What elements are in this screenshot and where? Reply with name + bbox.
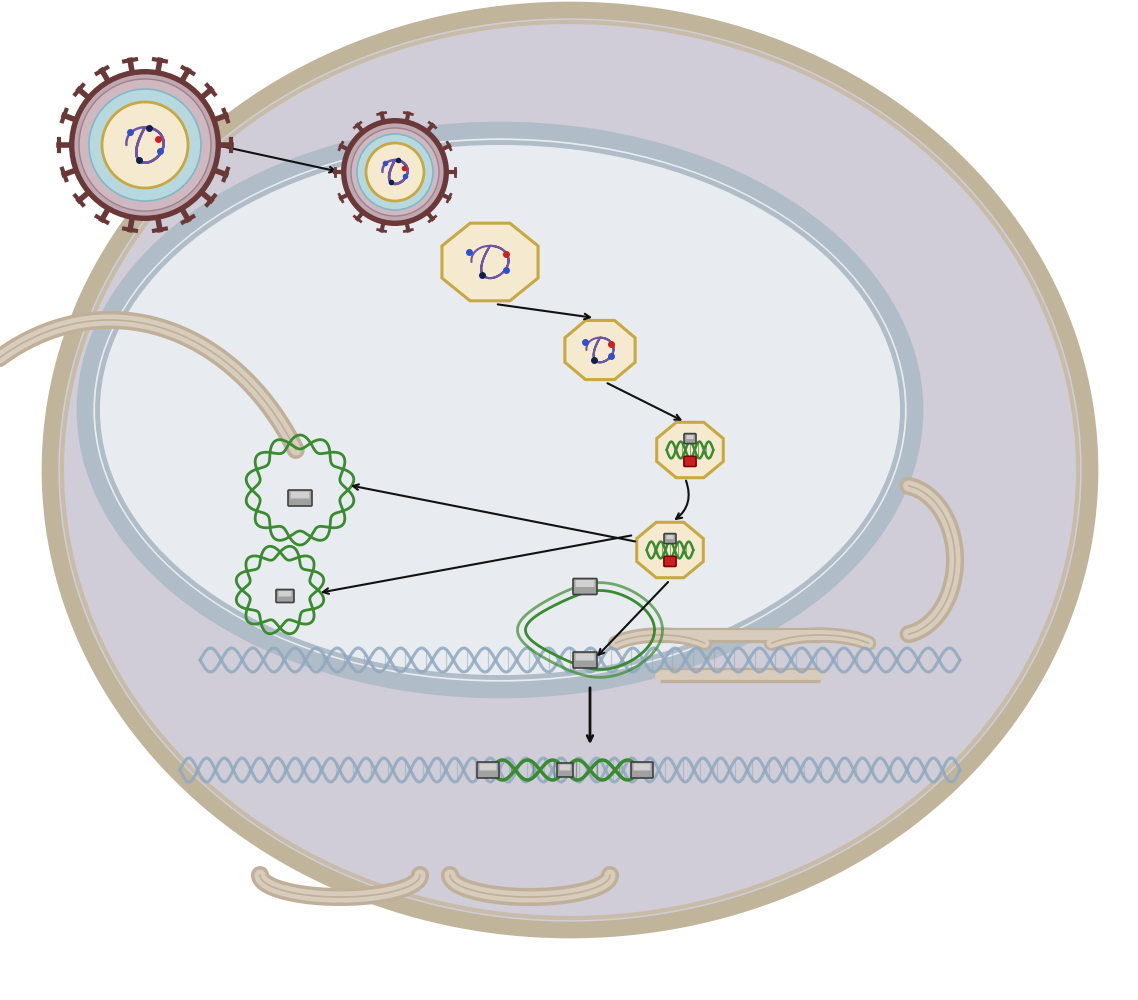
Circle shape: [102, 102, 188, 188]
FancyBboxPatch shape: [277, 589, 294, 602]
Polygon shape: [637, 522, 703, 578]
Polygon shape: [50, 10, 1090, 930]
FancyBboxPatch shape: [634, 764, 651, 770]
FancyBboxPatch shape: [560, 764, 570, 770]
FancyBboxPatch shape: [288, 490, 312, 506]
FancyBboxPatch shape: [290, 491, 310, 498]
FancyBboxPatch shape: [684, 456, 696, 466]
FancyBboxPatch shape: [556, 763, 574, 777]
FancyBboxPatch shape: [667, 535, 674, 539]
FancyBboxPatch shape: [279, 591, 291, 596]
Polygon shape: [657, 422, 724, 478]
FancyBboxPatch shape: [479, 764, 496, 770]
FancyBboxPatch shape: [667, 558, 674, 562]
FancyBboxPatch shape: [686, 435, 693, 439]
Polygon shape: [442, 223, 538, 301]
FancyBboxPatch shape: [576, 580, 594, 587]
FancyBboxPatch shape: [686, 458, 693, 462]
FancyBboxPatch shape: [663, 534, 676, 544]
Circle shape: [366, 143, 424, 201]
FancyBboxPatch shape: [477, 762, 498, 778]
Circle shape: [69, 69, 221, 221]
FancyBboxPatch shape: [684, 434, 696, 444]
FancyBboxPatch shape: [574, 578, 597, 594]
Circle shape: [79, 79, 211, 211]
FancyBboxPatch shape: [663, 556, 676, 566]
Circle shape: [351, 128, 439, 216]
Ellipse shape: [85, 130, 915, 690]
FancyBboxPatch shape: [663, 556, 676, 566]
Circle shape: [73, 73, 217, 217]
FancyBboxPatch shape: [576, 654, 594, 660]
Circle shape: [345, 122, 445, 222]
FancyBboxPatch shape: [574, 652, 597, 668]
FancyBboxPatch shape: [684, 456, 696, 466]
Circle shape: [341, 118, 450, 226]
Polygon shape: [564, 320, 635, 380]
Circle shape: [89, 89, 201, 201]
Circle shape: [357, 134, 432, 210]
FancyBboxPatch shape: [630, 762, 653, 778]
